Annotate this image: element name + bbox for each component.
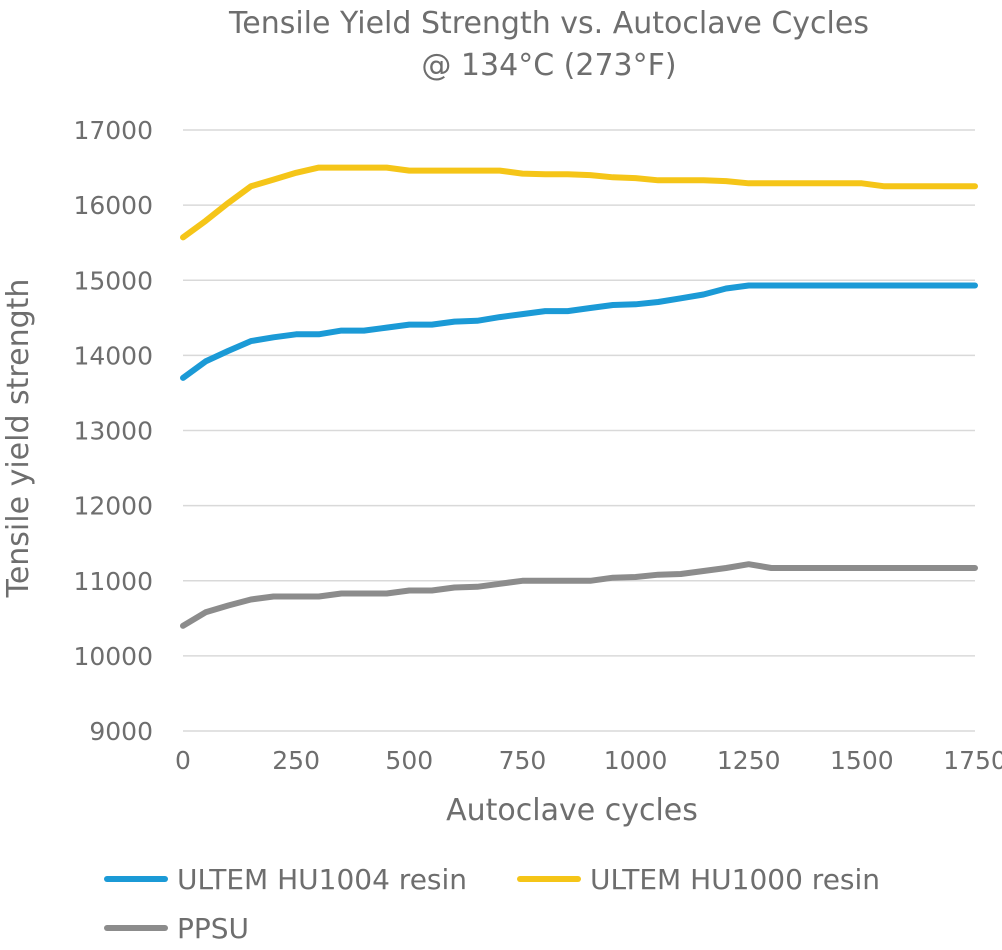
- y-tick-label: 17000: [73, 116, 153, 145]
- x-tick-labels: 0 250 500 750 1000 1250 1500 1750: [175, 746, 1002, 775]
- x-tick-label: 250: [272, 746, 320, 775]
- y-tick-label: 16000: [73, 191, 153, 220]
- x-tick-label: 1250: [717, 746, 781, 775]
- x-tick-label: 1750: [943, 746, 1002, 775]
- y-tick-label: 11000: [73, 567, 153, 596]
- series-lines: [180, 164, 978, 629]
- y-tick-label: 13000: [73, 417, 153, 446]
- x-tick-label: 500: [385, 746, 433, 775]
- y-tick-label: 14000: [73, 341, 153, 370]
- legend: ULTEM HU1004 resin ULTEM HU1000 resin PPSU: [104, 863, 880, 945]
- series-line-2: [180, 164, 978, 241]
- x-tick-label: 0: [175, 746, 191, 775]
- legend-label: PPSU: [177, 912, 249, 945]
- y-tick-label: 10000: [73, 642, 153, 671]
- y-axis-title: Tensile yield strength: [1, 279, 36, 599]
- x-tick-label: 1500: [830, 746, 894, 775]
- gridlines: [183, 129, 975, 732]
- chart-title: Tensile Yield Strength vs. Autoclave Cyc…: [228, 6, 869, 41]
- chart-subtitle: @ 134°C (273°F): [421, 48, 676, 83]
- x-tick-label: 1000: [604, 746, 668, 775]
- legend-label: ULTEM HU1000 resin: [590, 863, 880, 896]
- series-line-3: [180, 561, 978, 629]
- series-line-1: [180, 282, 978, 381]
- y-tick-labels: 9000 10000 11000 12000 13000 14000 15000 16000 1…: [73, 116, 153, 746]
- y-tick-label: 12000: [73, 492, 153, 521]
- x-tick-label: 750: [499, 746, 547, 775]
- legend-label: ULTEM HU1004 resin: [177, 863, 467, 896]
- x-axis-title: Autoclave cycles: [446, 793, 698, 828]
- y-tick-label: 15000: [73, 266, 153, 295]
- y-tick-label: 9000: [89, 717, 153, 746]
